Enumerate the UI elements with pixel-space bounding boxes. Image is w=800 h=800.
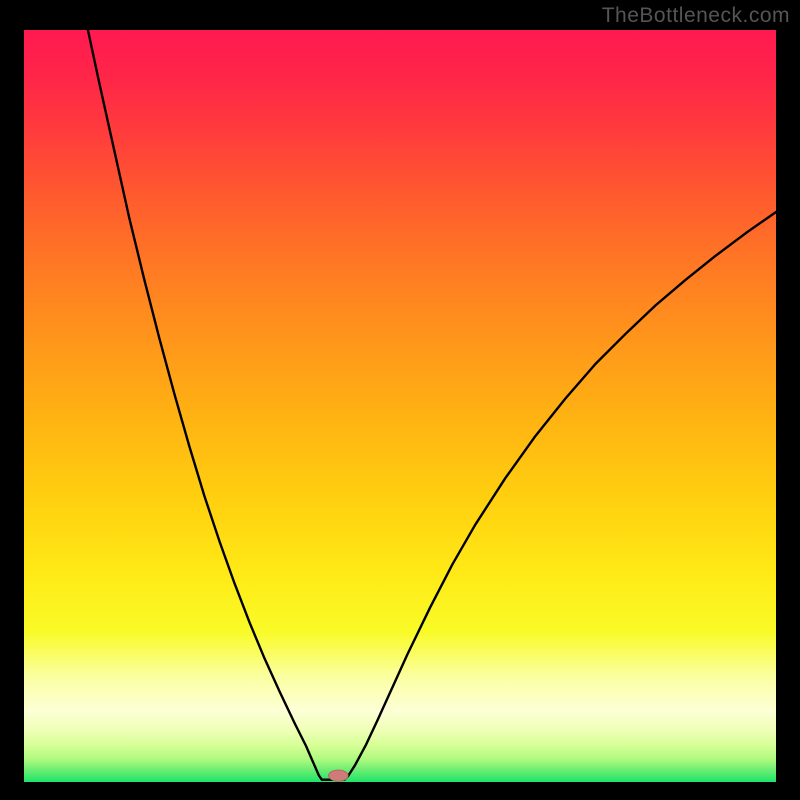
watermark-text: TheBottleneck.com	[602, 4, 790, 28]
plot-area	[24, 30, 776, 782]
optimum-marker	[329, 770, 349, 781]
chart-outer: TheBottleneck.com	[0, 0, 800, 800]
bottleneck-chart-svg	[24, 30, 776, 782]
